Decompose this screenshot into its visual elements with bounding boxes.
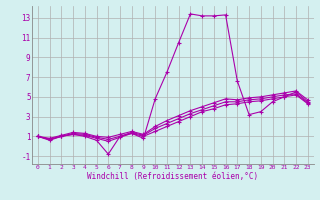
X-axis label: Windchill (Refroidissement éolien,°C): Windchill (Refroidissement éolien,°C) xyxy=(87,172,258,181)
